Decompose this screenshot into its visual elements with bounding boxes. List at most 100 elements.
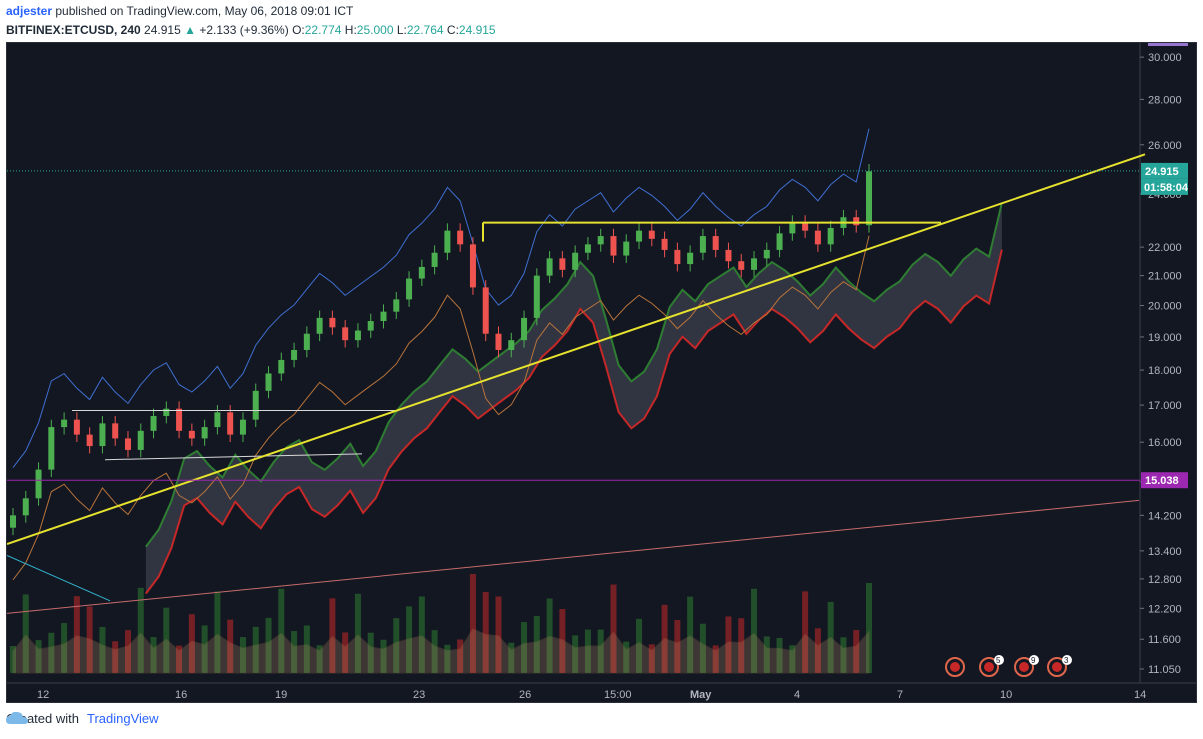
axis-scale-marker (1148, 43, 1188, 46)
volume-bar (380, 639, 387, 673)
volume-bar (316, 645, 323, 673)
price-chart[interactable]: 30.00028.00026.00024.00022.00021.00020.0… (7, 43, 1196, 702)
candle-body (112, 423, 119, 439)
x-tick-label: 14 (1134, 689, 1146, 701)
volume-bar (418, 596, 425, 673)
volume-bar (329, 598, 336, 673)
volume-bar (559, 609, 566, 673)
y-tick-label: 12.200 (1148, 603, 1182, 615)
volume-bar (495, 596, 502, 673)
candle-body (814, 230, 821, 245)
volume-bar (227, 619, 234, 673)
cloud-span-a (145, 202, 1003, 548)
volume-bar (444, 644, 451, 673)
volume-bar (86, 606, 93, 673)
volume-bar (354, 593, 361, 673)
high-value: 25.000 (356, 23, 394, 37)
countdown-label: 01:58:04 (1144, 182, 1189, 194)
low-label: L: (396, 23, 407, 37)
volume-bar (699, 623, 706, 673)
candle-body (124, 438, 131, 450)
candle-body (853, 217, 860, 226)
candle-body (176, 408, 183, 431)
volume-bar (827, 601, 834, 673)
event-count-label: 3 (1064, 656, 1069, 665)
published-text: published on TradingView.com, May 06, 20… (55, 4, 354, 18)
x-tick-label: 19 (275, 689, 287, 701)
candle-body (661, 238, 668, 250)
footer: Created with TradingView (6, 711, 159, 726)
volume-bar (303, 625, 310, 673)
long-trendline (7, 499, 1140, 614)
candle-body (367, 321, 374, 331)
candle-body (789, 222, 796, 234)
candle-body (444, 230, 451, 253)
close-value: 24.915 (458, 23, 496, 37)
x-tick-label: 10 (1000, 689, 1012, 701)
ichimoku-cloud (145, 202, 1002, 594)
event-count-badge (994, 655, 1004, 665)
candle-body (725, 249, 732, 262)
range-bottom-line (104, 453, 363, 461)
price-change: +2.133 (+9.36%) (199, 23, 289, 37)
cloud-span-b (145, 249, 1003, 595)
volume-bar (188, 614, 195, 673)
purple-level-tag (1141, 472, 1188, 489)
candle-body (316, 317, 323, 334)
volume-bar (521, 622, 528, 673)
candle-body (227, 412, 234, 435)
volume-bar (610, 584, 617, 673)
volume-bar (636, 618, 643, 673)
y-tick-label: 19.000 (1148, 332, 1182, 344)
volume-bar (712, 645, 719, 673)
candle-body (35, 469, 42, 499)
volume-bar (674, 620, 681, 673)
volume-ma-area (12, 628, 870, 674)
candle-body (342, 327, 349, 341)
volume-bar (508, 642, 515, 673)
volume-bar (150, 637, 157, 673)
chart-panel[interactable]: 30.00028.00026.00024.00022.00021.00020.0… (6, 42, 1197, 703)
volume-bar (124, 630, 131, 673)
close-label: C: (446, 23, 459, 37)
candle-body (188, 430, 195, 439)
y-tick-label: 22.000 (1148, 242, 1182, 254)
volume-bar (546, 598, 553, 673)
candle-body (265, 373, 272, 391)
event-flag-dot (950, 662, 960, 672)
y-tick-label: 11.600 (1148, 634, 1181, 646)
y-tick-label: 18.000 (1148, 365, 1182, 377)
y-tick-label: 17.000 (1148, 400, 1182, 412)
y-tick-label: 28.000 (1148, 94, 1182, 106)
volume-bar (802, 591, 809, 673)
candle-body (406, 278, 413, 300)
candle-body (457, 230, 464, 245)
event-flag-dot (1052, 662, 1062, 672)
y-tick-label: 12.800 (1148, 574, 1182, 586)
volume-bar (367, 632, 374, 673)
volume-bar (99, 626, 106, 673)
volume-bar (572, 635, 579, 673)
bollinger-lower (12, 235, 870, 581)
tradingview-link[interactable]: TradingView (86, 711, 159, 726)
tradingview-cloud-icon (6, 711, 28, 724)
countdown-tag (1141, 178, 1188, 195)
candle-body (738, 261, 745, 270)
open-label: O: (292, 23, 305, 37)
candle-body (278, 359, 285, 374)
candle-body (48, 427, 55, 470)
x-tick-label: 23 (413, 689, 425, 701)
volume-bar (751, 588, 758, 673)
candle-body (763, 249, 770, 259)
event-count-badge (1062, 655, 1072, 665)
candle-body (150, 415, 157, 431)
x-tick-label: 16 (175, 689, 187, 701)
candle-body (584, 244, 591, 253)
author-link[interactable]: adjester (6, 4, 53, 18)
event-count-label: 9 (1031, 656, 1036, 665)
candle-body (86, 434, 93, 447)
candle-body (303, 333, 310, 350)
candle-body (636, 230, 643, 242)
volume-bar (278, 588, 285, 673)
candle-body (22, 498, 29, 516)
